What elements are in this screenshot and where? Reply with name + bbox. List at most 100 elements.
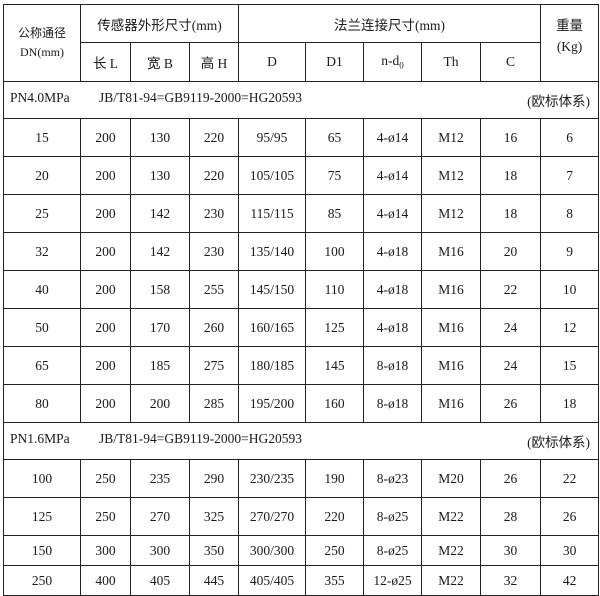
cell-height: 230	[188, 194, 240, 233]
section-header: PN1.6MPa JB/T81-94=GB9119-2000=HG20593 (…	[2, 422, 600, 460]
cell-th: M16	[421, 232, 482, 271]
cell-th: M12	[421, 156, 482, 195]
cell-dn: 250	[3, 565, 81, 596]
cell-weight: 7	[540, 156, 600, 195]
cell-height: 230	[188, 232, 240, 271]
cell-width: 130	[130, 118, 190, 157]
cell-n-d0: 8-ø18	[363, 346, 423, 385]
weight-header-unit: (Kg)	[556, 39, 583, 54]
table-row: 65 200 185 275 180/185 145 8-ø18 M16 24 15	[3, 346, 600, 385]
cell-dn: 150	[3, 535, 81, 566]
cell-width: 158	[130, 270, 190, 309]
col-header-n-d0: n-d0	[363, 42, 423, 82]
cell-th: M12	[421, 118, 482, 157]
cell-n-d0: 8-ø18	[363, 384, 423, 423]
col-header-width: 宽 B	[130, 42, 190, 82]
cell-weight: 30	[540, 535, 600, 566]
cell-d: 270/270	[238, 497, 307, 536]
cell-weight: 15	[540, 346, 600, 385]
cell-c: 22	[480, 270, 542, 309]
cell-height: 260	[188, 308, 240, 347]
cell-length: 200	[80, 308, 131, 347]
cell-d1: 75	[305, 156, 365, 195]
cell-length: 200	[80, 270, 131, 309]
cell-dn: 25	[3, 194, 81, 233]
flange-group-header: 法兰连接尺寸(mm)	[238, 4, 542, 43]
cell-d1: 355	[305, 565, 365, 596]
cell-n-d0: 4-ø18	[363, 270, 423, 309]
cell-c: 16	[480, 118, 542, 157]
standard-spec: JB/T81-94=GB9119-2000=HG20593	[99, 90, 302, 105]
flange-dimension-table: 公称通径 DN(mm) 传感器外形尺寸(mm) 法兰连接尺寸(mm) 重量 (K…	[2, 4, 600, 596]
sensor-group-header: 传感器外形尺寸(mm)	[79, 4, 240, 43]
cell-width: 130	[130, 156, 190, 195]
cell-c: 24	[480, 346, 542, 385]
cell-height: 350	[188, 535, 240, 566]
header-row-2: 长 L 宽 B 高 H D D1 n-d0 Th C	[4, 42, 599, 82]
dn-header: 公称通径 DN(mm)	[3, 4, 81, 82]
cell-d: 115/115	[238, 194, 307, 233]
col-header-th: Th	[421, 42, 482, 82]
section-header-row: PN4.0MPa JB/T81-94=GB9119-2000=HG20593 (…	[2, 81, 600, 119]
cell-weight: 12	[540, 308, 600, 347]
cell-d1: 100	[305, 232, 365, 271]
cell-d1: 220	[305, 497, 365, 536]
col-header-d: D	[238, 42, 307, 82]
cell-length: 400	[80, 565, 131, 596]
cell-d1: 250	[305, 535, 365, 566]
cell-length: 300	[80, 535, 131, 566]
cell-height: 285	[188, 384, 240, 423]
table-row: 20 200 130 220 105/105 75 4-ø14 M12 18 7	[3, 156, 600, 195]
cell-weight: 9	[540, 232, 600, 271]
cell-c: 24	[480, 308, 542, 347]
standard-system: (欧标体系)	[527, 94, 591, 109]
cell-length: 250	[80, 497, 131, 536]
cell-th: M22	[421, 535, 482, 566]
cell-d1: 190	[305, 459, 365, 498]
pressure-rating: PN4.0MPa	[10, 90, 70, 105]
col-header-n-d0-subscript: 0	[399, 60, 404, 71]
cell-n-d0: 12-ø25	[363, 565, 423, 596]
dn-header-label: 公称通径	[17, 26, 66, 40]
cell-d: 230/235	[238, 459, 307, 498]
cell-length: 200	[80, 156, 131, 195]
cell-width: 405	[130, 565, 190, 596]
table-row: 25 200 142 230 115/115 85 4-ø14 M12 18 8	[3, 194, 600, 233]
table-row: 250 400 405 445 405/405 355 12-ø25 M22 32 42	[3, 565, 600, 596]
cell-th: M16	[421, 346, 482, 385]
cell-n-d0: 8-ø25	[363, 535, 423, 566]
col-header-height: 高 H	[188, 42, 240, 82]
cell-d: 180/185	[238, 346, 307, 385]
cell-weight: 26	[540, 497, 600, 536]
cell-th: M22	[421, 565, 482, 596]
cell-th: M16	[421, 384, 482, 423]
cell-width: 142	[130, 232, 190, 271]
header-row-1: 公称通径 DN(mm) 传感器外形尺寸(mm) 法兰连接尺寸(mm) 重量 (K…	[3, 4, 600, 82]
cell-dn: 65	[3, 346, 81, 385]
cell-d: 95/95	[238, 118, 307, 157]
cell-dn: 100	[3, 459, 81, 498]
cell-height: 220	[188, 118, 240, 157]
cell-dn: 80	[3, 384, 81, 423]
cell-c: 18	[480, 194, 542, 233]
cell-width: 200	[130, 384, 190, 423]
cell-width: 170	[130, 308, 190, 347]
cell-c: 20	[480, 232, 542, 271]
cell-d1: 65	[305, 118, 365, 157]
cell-dn: 20	[3, 156, 81, 195]
col-header-n-d0-label: n-d	[381, 53, 400, 69]
cell-d: 135/140	[238, 232, 307, 271]
cell-d: 405/405	[238, 565, 307, 596]
cell-d1: 125	[305, 308, 365, 347]
cell-th: M20	[421, 459, 482, 498]
cell-width: 142	[130, 194, 190, 233]
section-header: PN4.0MPa JB/T81-94=GB9119-2000=HG20593 (…	[2, 81, 600, 119]
cell-length: 200	[80, 194, 131, 233]
cell-dn: 32	[3, 232, 81, 271]
cell-th: M12	[421, 194, 482, 233]
col-header-d1: D1	[305, 42, 365, 82]
cell-c: 26	[480, 459, 542, 498]
section-header-row: PN1.6MPa JB/T81-94=GB9119-2000=HG20593 (…	[2, 422, 600, 460]
table-row: 50 200 170 260 160/165 125 4-ø18 M16 24 12	[3, 308, 600, 347]
cell-n-d0: 8-ø23	[363, 459, 423, 498]
